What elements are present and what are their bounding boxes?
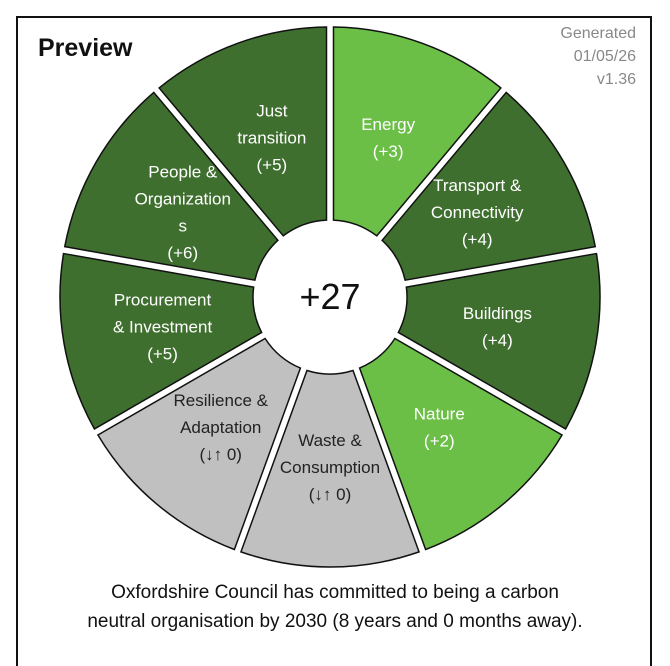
segment-label-line: Resilience & <box>173 391 268 410</box>
segment-label-line: (+5) <box>256 155 287 174</box>
segment-label-line: (+3) <box>373 142 404 161</box>
commitment-line-2: neutral organisation by 2030 (8 years an… <box>87 611 583 632</box>
generation-info: Generated 01/05/26 v1.36 <box>560 22 636 91</box>
segment-label-line: (↓↑ 0) <box>309 485 352 504</box>
segment-label-line: Transport & <box>433 176 522 195</box>
segment-label-line: s <box>179 217 188 236</box>
segment-label-3: Nature (+2) <box>414 405 465 451</box>
segment-label-line: Organization <box>135 190 231 209</box>
version-label: v1.36 <box>596 71 636 88</box>
segment-label-line: transition <box>237 128 306 147</box>
segment-label-line: Nature <box>414 405 465 424</box>
segment-0 <box>332 26 502 237</box>
segment-label-2: Buildings (+4) <box>463 304 532 350</box>
preview-title: Preview <box>38 34 133 62</box>
segment-label-line: People & <box>148 163 218 182</box>
segment-label-line: Buildings <box>463 304 532 323</box>
segment-7 <box>63 91 279 282</box>
segment-1 <box>381 91 597 282</box>
segment-label-line: Waste & <box>298 431 362 450</box>
segment-label-line: Procurement <box>114 291 212 310</box>
segment-label-line: Connectivity <box>431 203 524 222</box>
commitment-line-1: Oxfordshire Council has committed to bei… <box>111 582 559 603</box>
segment-label-line: & Investment <box>113 318 212 337</box>
segment-4 <box>239 369 421 568</box>
segment-label-line: Consumption <box>280 458 380 477</box>
commitment-text: Oxfordshire Council has committed to bei… <box>0 578 670 636</box>
segment-label-6: Procurement & Investment (+5) <box>113 291 212 364</box>
segment-label-line: (↓↑ 0) <box>199 445 242 464</box>
themes-wheel: Energy (+3)Transport & Connectivity (+4)Bui… <box>59 26 601 568</box>
segment-6 <box>59 252 263 430</box>
segment-8 <box>158 26 328 237</box>
wheel-segments: Energy (+3)Transport & Connectivity (+4)Bui… <box>59 26 601 568</box>
segment-2 <box>397 252 601 430</box>
center-circle <box>259 226 401 368</box>
segment-label-8: Just transition (+5) <box>237 101 306 174</box>
segment-3 <box>358 337 564 551</box>
segment-label-5: Resilience & Adaptation (↓↑ 0) <box>173 391 268 464</box>
generated-label: Generated <box>560 25 636 42</box>
segment-label-1: Transport & Connectivity (+4) <box>431 176 524 249</box>
segment-label-line: (+6) <box>167 244 198 263</box>
segment-label-line: Energy <box>361 115 415 134</box>
segment-label-4: Waste & Consumption (↓↑ 0) <box>280 431 380 504</box>
center-score: +27 <box>299 276 360 317</box>
segment-label-line: (+5) <box>147 345 178 364</box>
segment-label-line: (+2) <box>424 432 455 451</box>
generated-date: 01/05/26 <box>573 48 636 65</box>
segment-label-0: Energy (+3) <box>361 115 415 161</box>
segment-label-7: People & Organization s (+6) <box>135 163 231 263</box>
segment-label-line: Adaptation <box>180 418 261 437</box>
segment-5 <box>96 337 302 551</box>
segment-label-line: (+4) <box>462 230 493 249</box>
segment-label-line: (+4) <box>482 331 513 350</box>
segment-label-line: Just <box>256 101 287 120</box>
